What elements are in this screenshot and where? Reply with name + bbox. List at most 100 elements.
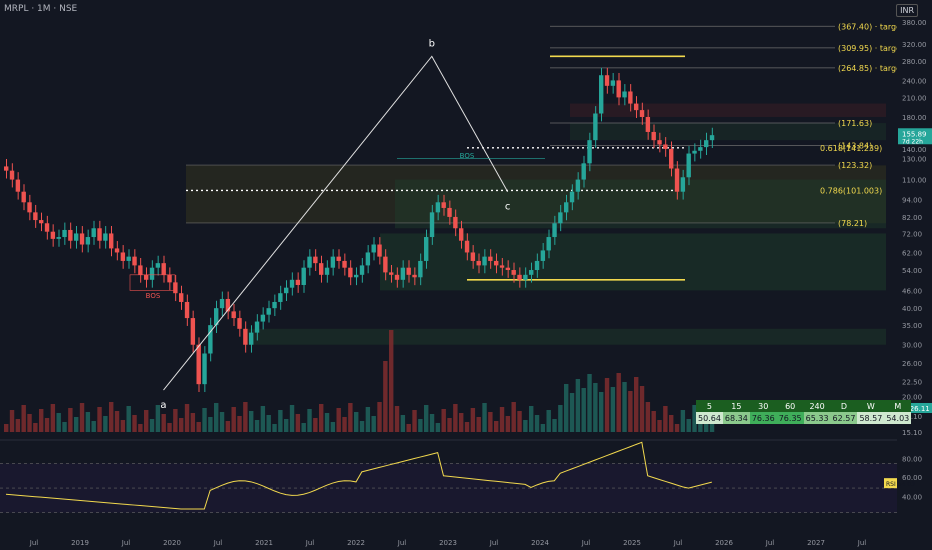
candle bbox=[50, 231, 56, 239]
rsi-value-tag bbox=[884, 478, 897, 489]
y-tick-label: 17.10 bbox=[902, 413, 922, 421]
volume-bar bbox=[651, 411, 656, 432]
candle bbox=[599, 75, 604, 114]
candle bbox=[33, 212, 38, 221]
candle bbox=[109, 233, 114, 249]
volume-bar bbox=[546, 410, 551, 432]
volume-bar bbox=[225, 421, 231, 432]
volume-bar bbox=[488, 412, 493, 432]
volume-bar bbox=[266, 415, 271, 432]
candle bbox=[651, 131, 656, 141]
candle bbox=[657, 140, 662, 145]
candle bbox=[167, 274, 172, 283]
candle bbox=[190, 318, 196, 345]
candle bbox=[260, 314, 266, 322]
candle bbox=[295, 279, 301, 285]
candle bbox=[400, 267, 406, 280]
candle bbox=[482, 256, 487, 266]
volume-bar bbox=[74, 417, 79, 432]
candle bbox=[330, 256, 336, 268]
candle bbox=[56, 237, 61, 239]
volume-bar bbox=[284, 419, 289, 432]
wave-label-c: c bbox=[505, 202, 511, 213]
candle bbox=[698, 147, 703, 151]
volume-bar bbox=[359, 421, 365, 432]
x-tick-label: 2027 bbox=[807, 539, 825, 547]
volume-bar bbox=[161, 414, 166, 432]
volume-bar bbox=[21, 405, 26, 432]
y-tick-label: 15.10 bbox=[902, 429, 922, 437]
candle bbox=[569, 191, 575, 203]
y-tick-label: 94.00 bbox=[902, 197, 922, 205]
candle bbox=[663, 144, 668, 149]
candle bbox=[523, 274, 528, 280]
volume-bar bbox=[330, 422, 336, 432]
candle bbox=[301, 267, 306, 285]
volume-bar bbox=[534, 415, 540, 432]
candle bbox=[464, 240, 470, 253]
candle bbox=[581, 163, 586, 180]
rsi-timeframe: M bbox=[884, 400, 912, 412]
candle bbox=[179, 293, 184, 302]
volume-bar bbox=[103, 416, 108, 432]
volume-bar bbox=[663, 406, 668, 432]
candle bbox=[278, 293, 283, 302]
volume-bar bbox=[680, 410, 686, 432]
volume-bar bbox=[604, 378, 610, 432]
candle bbox=[447, 207, 452, 217]
volume-bar bbox=[639, 386, 645, 432]
y-tick-label: 210.00 bbox=[902, 94, 927, 102]
candle bbox=[313, 256, 318, 264]
volume-bar bbox=[616, 373, 621, 432]
candle bbox=[424, 237, 429, 261]
demand-zone-lower bbox=[380, 233, 886, 291]
candle bbox=[231, 311, 236, 319]
volume-bar bbox=[15, 419, 21, 432]
volume-bar bbox=[377, 402, 382, 432]
y-tick-label: 380.00 bbox=[902, 19, 927, 27]
volume-bar bbox=[324, 413, 330, 432]
volume-bar bbox=[85, 412, 91, 432]
volume-bar bbox=[389, 330, 394, 432]
volume-bar bbox=[319, 404, 324, 432]
y-tick-label: 320.00 bbox=[902, 41, 927, 49]
volume-bar bbox=[511, 402, 516, 432]
wave-label-a: a bbox=[160, 400, 166, 411]
x-tick-label: Jul bbox=[305, 539, 315, 547]
level-label: (78.21) bbox=[838, 219, 867, 228]
volume-bar bbox=[289, 405, 295, 432]
x-tick-label: Jul bbox=[765, 539, 775, 547]
candle bbox=[120, 252, 126, 261]
rsi-timeframe: 15 bbox=[722, 400, 750, 412]
currency-badge[interactable]: INR bbox=[896, 4, 918, 17]
x-tick-label: Jul bbox=[213, 539, 223, 547]
volume-bar bbox=[599, 392, 604, 432]
x-tick-label: 2025 bbox=[623, 539, 641, 547]
volume-bar bbox=[202, 408, 207, 432]
volume-bar bbox=[657, 420, 662, 432]
candle bbox=[692, 150, 697, 154]
volume-bar bbox=[575, 379, 581, 432]
volume-bar bbox=[79, 403, 85, 432]
y-tick-label: 280.00 bbox=[902, 58, 927, 66]
candle bbox=[587, 140, 592, 164]
y-tick-label: 140.00 bbox=[902, 146, 927, 154]
demand-zone-upper bbox=[395, 179, 886, 229]
candle bbox=[680, 177, 686, 192]
candle bbox=[324, 267, 330, 275]
candle bbox=[44, 223, 50, 232]
x-tick-label: Jul bbox=[397, 539, 407, 547]
rsi-timeframe: 30 bbox=[749, 400, 777, 412]
x-tick-label: Jul bbox=[673, 539, 683, 547]
rsi-timeframe-table: 5 15 30 60 240 D W M 50.64 68.34 76.36 76.35 65.33 6… bbox=[696, 400, 912, 424]
volume-bar bbox=[552, 419, 557, 432]
volume-bar bbox=[587, 374, 592, 432]
candle bbox=[15, 179, 21, 192]
volume-bar bbox=[459, 413, 464, 432]
volume-bar bbox=[50, 404, 56, 432]
candle bbox=[196, 344, 201, 385]
volume-bar bbox=[138, 424, 143, 432]
candle bbox=[39, 220, 44, 224]
x-tick-label: Jul bbox=[121, 539, 131, 547]
